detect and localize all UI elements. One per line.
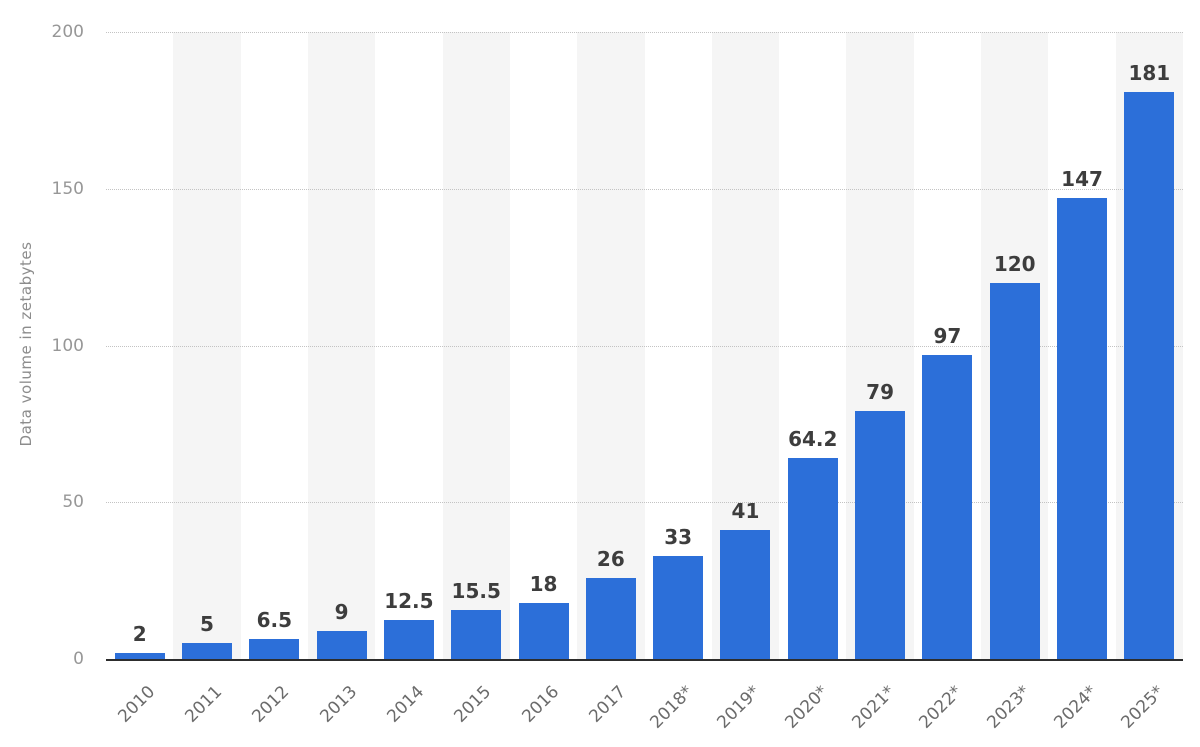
- y-tick-label-0: 0: [73, 649, 84, 669]
- bar-2017[interactable]: [585, 577, 636, 659]
- x-tick-label: 2014: [383, 682, 429, 727]
- gridline-100: [106, 345, 1183, 347]
- bar-column: 26: [577, 32, 644, 659]
- bar-column: 120: [981, 32, 1048, 659]
- x-tick-label: 2016: [517, 682, 563, 727]
- x-tick-label: 2019*: [713, 682, 765, 733]
- bar-2015[interactable]: [451, 610, 502, 659]
- bar-value-label: 97: [933, 323, 962, 348]
- y-tick-label-50: 50: [62, 492, 84, 513]
- bar-2021[interactable]: [855, 411, 906, 659]
- bar-value-label: 5: [200, 612, 214, 637]
- x-tick-label: 2010: [114, 682, 159, 727]
- gridline-200: [106, 32, 1183, 33]
- bar-2011[interactable]: [181, 643, 232, 659]
- bar-value-label: 41: [731, 499, 760, 524]
- bar-column: 9: [308, 32, 375, 659]
- bar-column: 5: [173, 32, 240, 659]
- bar-2023[interactable]: [989, 282, 1040, 659]
- bar-value-label: 33: [664, 524, 693, 549]
- bar-2010[interactable]: [114, 652, 165, 659]
- bar-value-label: 120: [993, 251, 1036, 276]
- bar-column: 2: [106, 32, 173, 659]
- bar-2025[interactable]: [1124, 91, 1175, 659]
- x-axis-line: [106, 659, 1183, 661]
- bar-2024[interactable]: [1057, 198, 1108, 659]
- bar-column: 41: [712, 32, 779, 659]
- x-tick-label: 2017: [585, 682, 630, 727]
- bar-value-label: 79: [866, 380, 895, 405]
- bar-column: 64.2: [779, 32, 846, 659]
- bar-value-label: 9: [334, 599, 349, 624]
- bar-value-label: 12.5: [384, 588, 434, 613]
- bar-column: 79: [846, 32, 913, 659]
- x-tick-label: 2023*: [983, 682, 1034, 733]
- x-tick-label: 2024*: [1050, 682, 1102, 733]
- bar-value-label: 18: [529, 571, 558, 596]
- y-tick-label-100: 100: [51, 335, 84, 356]
- bar-column: 147: [1048, 32, 1115, 659]
- bar-2013[interactable]: [316, 630, 367, 659]
- x-tick-label: 2012: [248, 682, 294, 727]
- bar-2016[interactable]: [518, 602, 569, 659]
- bar-column: 6.5: [241, 32, 308, 659]
- bar-column: 181: [1116, 32, 1183, 659]
- bar-value-label: 147: [1061, 167, 1103, 192]
- plot-area: 2 5 6.5 9 12.5 15.5 18 26 33 41 64.2 79 97 120 147 181: [106, 32, 1183, 661]
- bar-column: 12.5: [375, 32, 442, 659]
- bar-value-label: 15.5: [451, 579, 501, 604]
- bar-2020[interactable]: [787, 457, 838, 659]
- x-tick-label: 2020*: [781, 682, 832, 733]
- bar-value-label: 181: [1128, 60, 1171, 85]
- bar-value-label: 64.2: [788, 426, 838, 451]
- bar-2012[interactable]: [249, 638, 300, 659]
- bar-2022[interactable]: [922, 354, 973, 659]
- bar-column: 33: [645, 32, 712, 659]
- x-tick-label: 2022*: [915, 682, 967, 733]
- x-tick-label: 2018*: [646, 682, 698, 733]
- bar-column: 15.5: [443, 32, 510, 659]
- x-tick-label: 2021*: [848, 682, 900, 733]
- bar-value-label: 2: [132, 621, 147, 646]
- x-tick-label: 2015: [450, 682, 496, 727]
- x-tick-label: 2013: [316, 682, 361, 727]
- x-tick-label: 2011: [181, 682, 227, 727]
- y-tick-label-200: 200: [51, 22, 84, 42]
- gridline-50: [106, 502, 1183, 504]
- y-tick-label-150: 150: [51, 178, 84, 199]
- x-tick-label: 2025*: [1117, 682, 1169, 733]
- bar-2018[interactable]: [653, 555, 704, 659]
- bar-column: 97: [914, 32, 981, 659]
- bar-2019[interactable]: [720, 530, 771, 659]
- bar-value-label: 6.5: [256, 607, 292, 632]
- bar-value-label: 26: [596, 546, 625, 571]
- bar-column: 18: [510, 32, 577, 659]
- gridline-150: [106, 188, 1183, 190]
- bar-2014[interactable]: [383, 619, 434, 659]
